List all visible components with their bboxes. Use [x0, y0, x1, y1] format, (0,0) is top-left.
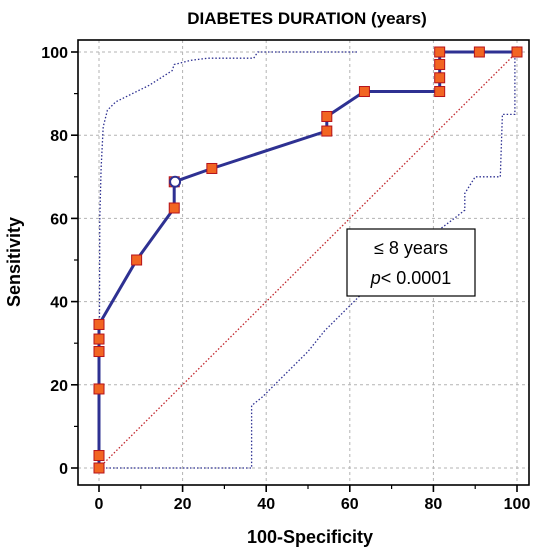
roc-point-5	[93, 318, 105, 330]
roc-point-18	[473, 46, 485, 58]
y-axis-label: Sensitivity	[4, 217, 24, 307]
roc-point-15	[434, 72, 446, 84]
roc-point-11	[321, 125, 333, 137]
x-tick-label-2: 40	[257, 496, 275, 513]
annotation-box: ≤ 8 years p< 0.0001	[346, 228, 476, 297]
x-tick-label-1: 20	[174, 496, 192, 513]
plot-frame	[77, 39, 530, 486]
roc-point-3	[93, 346, 105, 358]
roc-point-12	[321, 110, 333, 122]
x-axis: 0 20 40 60 80 100	[95, 485, 531, 513]
roc-point-13	[358, 86, 370, 98]
x-tick-label-3: 60	[341, 496, 359, 513]
roc-point-4	[93, 333, 105, 345]
x-tick-label-0: 0	[95, 496, 104, 513]
roc-point-10	[206, 162, 218, 174]
y-tick-label-3: 60	[50, 211, 68, 228]
roc-point-2	[93, 383, 105, 395]
y-tick-label-2: 40	[50, 295, 68, 312]
annotation-pvalue: p< 0.0001	[370, 268, 452, 288]
optimal-criterion-point	[169, 175, 182, 188]
y-tick-label-1: 20	[50, 378, 68, 395]
roc-point-8	[168, 202, 180, 214]
annotation-p-value: < 0.0001	[381, 268, 452, 288]
reference-diagonal-line	[98, 51, 518, 469]
roc-point-14	[434, 86, 446, 98]
roc-point-16	[434, 58, 446, 70]
roc-point-7	[131, 254, 143, 266]
y-tick-label-4: 80	[50, 128, 68, 145]
chart-title: DIABETES DURATION (years)	[187, 9, 427, 28]
x-tick-label-4: 80	[425, 496, 443, 513]
roc-point-1	[93, 450, 105, 462]
annotation-p-symbol: p	[370, 268, 381, 288]
x-axis-label: 100-Specificity	[247, 527, 373, 547]
roc-point-17	[434, 46, 446, 58]
y-tick-label-0: 0	[59, 461, 68, 478]
y-tick-label-5: 100	[41, 45, 68, 62]
roc-point-19	[511, 46, 523, 58]
y-axis: 0 20 40 60 80 100	[41, 45, 78, 478]
points-layer	[93, 46, 523, 474]
roc-point-0	[93, 462, 105, 474]
annotation-frame	[346, 228, 476, 297]
annotation-threshold: ≤ 8 years	[374, 238, 448, 258]
x-tick-label-5: 100	[504, 496, 531, 513]
